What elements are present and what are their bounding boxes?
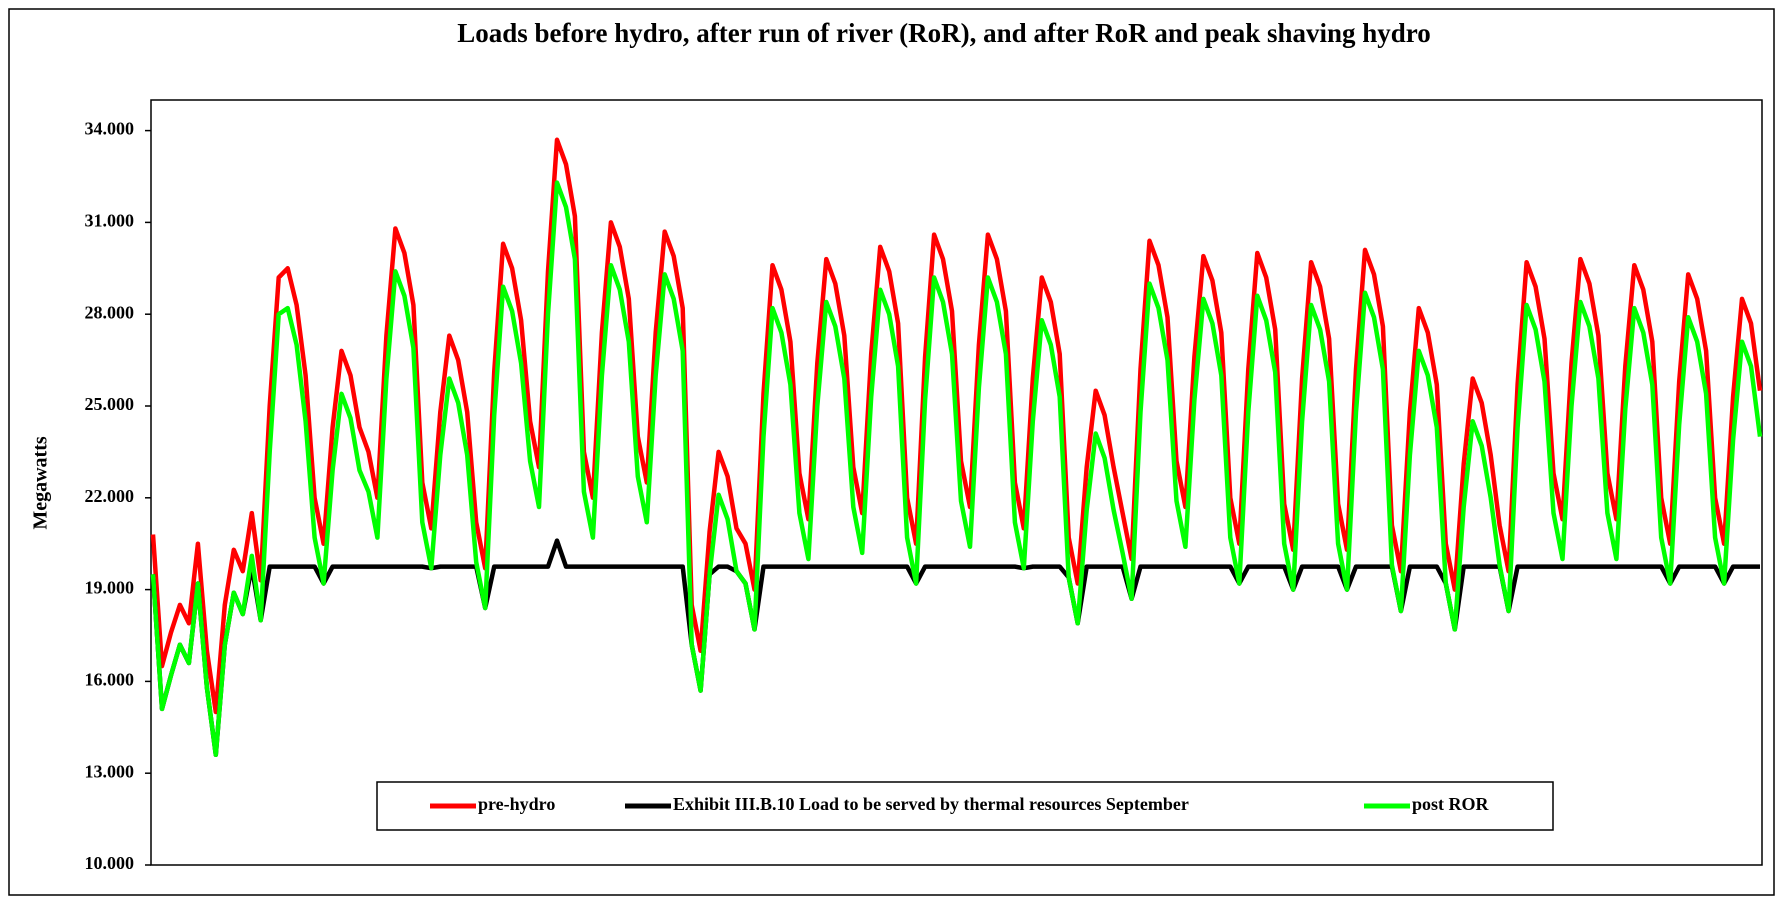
- legend-label: Exhibit III.B.10 Load to be served by th…: [673, 794, 1189, 814]
- y-tick-label: 22.000: [85, 486, 135, 506]
- legend-label: post ROR: [1412, 794, 1490, 814]
- y-tick-label: 25.000: [85, 394, 135, 414]
- series-line: [150, 538, 1760, 758]
- y-tick-label: 34.000: [85, 119, 135, 139]
- plot-frame: [150, 99, 1763, 866]
- legend-label: pre-hydro: [478, 794, 555, 814]
- legend-box: [376, 781, 1554, 831]
- y-tick-label: 28.000: [85, 302, 135, 322]
- y-tick-label: 19.000: [85, 578, 135, 598]
- y-tick-label: 10.000: [85, 853, 135, 873]
- y-tick-label: 13.000: [85, 761, 135, 781]
- chart-frame: [8, 8, 1775, 896]
- chart-title: Loads before hydro, after run of river (…: [457, 18, 1431, 48]
- y-tick-label: 16.000: [85, 670, 135, 690]
- y-tick-label: 31.000: [85, 211, 135, 231]
- series-line: [150, 180, 1763, 758]
- y-axis-label: Megawatts: [30, 436, 52, 530]
